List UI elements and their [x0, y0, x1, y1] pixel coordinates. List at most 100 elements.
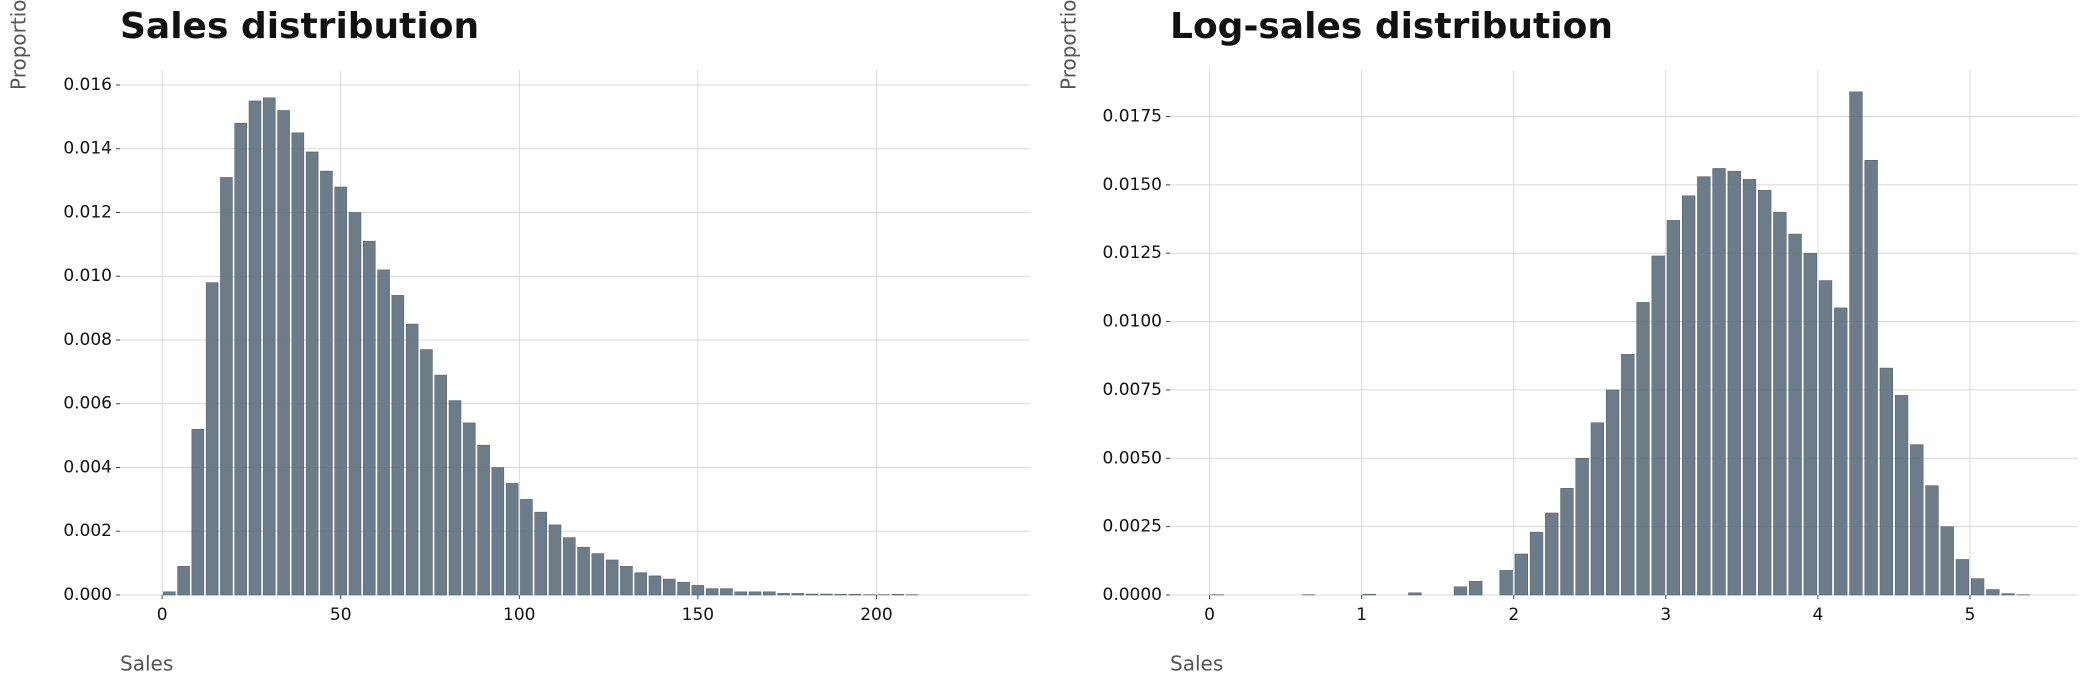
bar	[1545, 512, 1559, 596]
bar	[391, 295, 405, 596]
bar	[434, 374, 447, 596]
x-tick-label: 0	[1204, 605, 1215, 625]
bar	[705, 588, 719, 596]
y-tick-label: 0.000	[63, 585, 112, 605]
bar	[663, 578, 676, 596]
bar	[1590, 422, 1605, 596]
bar	[805, 593, 819, 596]
bar	[505, 483, 519, 596]
bar	[820, 593, 833, 596]
bar	[1636, 302, 1650, 596]
bar	[1742, 179, 1757, 596]
x-tick-label: 150	[682, 605, 714, 625]
y-tick-label: 0.012	[63, 202, 112, 222]
y-tick-label: 0.016	[63, 75, 112, 95]
bar	[163, 591, 176, 596]
bar	[648, 575, 662, 596]
x-axis-label: Sales	[120, 652, 173, 676]
bar	[1879, 367, 1893, 596]
bar	[1758, 190, 1772, 596]
bar	[448, 400, 462, 596]
bar	[291, 132, 305, 596]
bar	[334, 186, 347, 596]
bar	[1514, 553, 1528, 596]
bar	[1408, 592, 1422, 596]
bar	[563, 537, 576, 596]
bar	[1955, 559, 1970, 596]
bar	[1697, 176, 1711, 596]
bar	[1453, 586, 1468, 596]
bar	[405, 323, 419, 596]
bar	[1970, 578, 1985, 596]
bar	[834, 594, 847, 596]
bar	[1682, 195, 1696, 596]
bar	[620, 566, 633, 596]
bar	[1605, 389, 1620, 596]
bar	[2001, 593, 2015, 596]
x-tick-label: 5	[1965, 605, 1976, 625]
y-tick-label: 0.0050	[1103, 448, 1162, 468]
bar	[763, 591, 776, 596]
bar	[1925, 485, 1939, 596]
bar	[1788, 233, 1802, 596]
bar	[548, 524, 562, 596]
x-tick-label: 50	[330, 605, 352, 625]
y-tick-label: 0.014	[63, 139, 112, 159]
bar	[248, 100, 262, 596]
y-tick-label: 0.008	[63, 330, 112, 350]
bar	[1910, 444, 1924, 596]
bar	[634, 572, 647, 596]
bar	[534, 511, 547, 596]
bar	[1834, 307, 1848, 596]
bar	[1712, 168, 1726, 596]
chart-title: Log-sales distribution	[1170, 6, 1613, 47]
bar	[320, 170, 333, 596]
bar	[577, 546, 590, 596]
bar	[420, 349, 433, 596]
bar	[848, 594, 862, 596]
y-tick-label: 0.0100	[1103, 312, 1162, 332]
bar	[1803, 252, 1817, 596]
x-tick-label: 200	[860, 605, 892, 625]
y-tick-label: 0.006	[63, 394, 112, 414]
bar	[191, 428, 205, 596]
y-axis-label: Proportion	[7, 0, 31, 90]
bar	[1940, 526, 1954, 596]
x-tick-label: 3	[1660, 605, 1671, 625]
bar	[591, 553, 605, 596]
bar	[777, 593, 790, 596]
y-tick-label: 0.0025	[1103, 517, 1162, 537]
y-tick-label: 0.0075	[1103, 380, 1162, 400]
bar	[1529, 531, 1544, 596]
bar	[348, 212, 362, 596]
bar	[734, 591, 747, 596]
bar	[220, 177, 233, 596]
bar	[1560, 488, 1574, 596]
bar	[748, 591, 762, 596]
bar	[1469, 581, 1483, 596]
bar	[1575, 458, 1589, 596]
bar	[1651, 255, 1665, 596]
bar	[1894, 395, 1909, 596]
x-tick-label: 1	[1356, 605, 1367, 625]
bar	[1818, 280, 1833, 596]
bar	[491, 467, 505, 596]
bar	[691, 585, 705, 596]
bar	[605, 559, 619, 596]
bar	[1362, 593, 1376, 596]
bar	[377, 269, 390, 596]
y-tick-label: 0.004	[63, 457, 112, 477]
bar	[305, 151, 319, 596]
x-tick-label: 2	[1508, 605, 1519, 625]
bar	[463, 422, 476, 596]
bar	[177, 566, 190, 596]
y-tick-label: 0.0150	[1103, 175, 1162, 195]
bar	[1773, 211, 1787, 596]
y-axis-label: Proportion	[1057, 0, 1081, 90]
bar	[1499, 570, 1513, 596]
y-tick-label: 0.0125	[1103, 243, 1162, 263]
x-tick-label: 0	[157, 605, 168, 625]
bar	[234, 122, 247, 596]
bar	[720, 588, 733, 596]
